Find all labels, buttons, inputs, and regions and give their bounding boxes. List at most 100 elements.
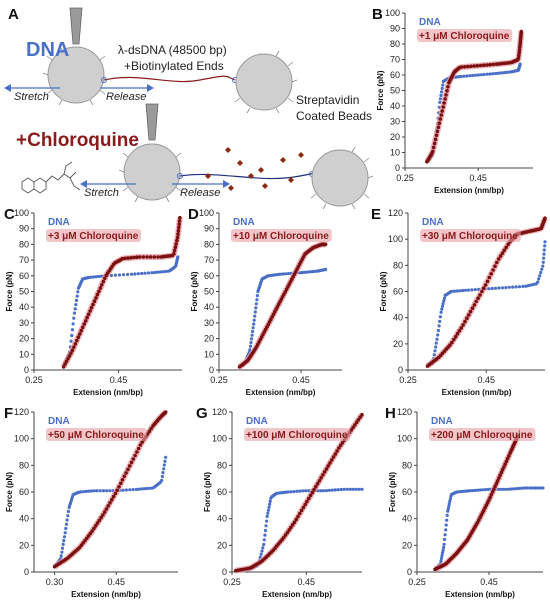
data-point bbox=[481, 286, 486, 291]
data-point bbox=[330, 458, 334, 462]
legend-highlight bbox=[244, 428, 351, 441]
data-point bbox=[517, 285, 522, 289]
data-point bbox=[448, 343, 452, 347]
data-point bbox=[484, 488, 488, 492]
data-point bbox=[455, 289, 459, 293]
data-point bbox=[140, 487, 144, 491]
data-point bbox=[126, 272, 130, 277]
series-chloroquine bbox=[433, 434, 521, 573]
data-point bbox=[66, 514, 70, 518]
y-tick-label: 0 bbox=[222, 567, 227, 577]
data-point bbox=[473, 288, 477, 292]
data-point bbox=[488, 72, 492, 76]
data-point bbox=[110, 497, 114, 502]
data-point bbox=[124, 488, 128, 492]
data-point bbox=[543, 244, 547, 248]
chloroquine-diamonds bbox=[205, 147, 304, 191]
data-point bbox=[248, 344, 253, 348]
y-tick-label: 20 bbox=[390, 132, 400, 142]
data-point bbox=[498, 473, 502, 478]
y-tick-label: 40 bbox=[19, 514, 29, 524]
data-point bbox=[254, 302, 258, 306]
data-point bbox=[314, 484, 318, 489]
data-point bbox=[73, 307, 77, 311]
data-point bbox=[488, 62, 492, 67]
data-point bbox=[61, 365, 66, 369]
data-point bbox=[494, 481, 499, 486]
legend-entry-dna: DNA bbox=[431, 416, 453, 427]
y-tick-label: 80 bbox=[19, 239, 29, 249]
data-point bbox=[106, 504, 110, 508]
y-tick-label: 60 bbox=[402, 487, 412, 497]
y-tick-label: 0 bbox=[24, 567, 29, 577]
series-chloroquine bbox=[52, 409, 169, 570]
data-point bbox=[541, 486, 545, 490]
data-point bbox=[98, 489, 102, 493]
y-tick-label: 60 bbox=[393, 287, 403, 297]
data-point bbox=[463, 319, 467, 324]
data-point bbox=[89, 275, 93, 279]
data-point bbox=[129, 460, 134, 465]
data-point bbox=[490, 286, 494, 291]
data-point bbox=[261, 546, 265, 550]
data-point bbox=[440, 304, 445, 308]
y-tick-label: 20 bbox=[402, 540, 412, 550]
data-point bbox=[126, 467, 130, 472]
data-point bbox=[523, 486, 527, 490]
data-point bbox=[264, 524, 268, 528]
data-point bbox=[472, 303, 477, 307]
panel-letter-c: C bbox=[4, 206, 15, 223]
data-point bbox=[442, 296, 447, 300]
data-point bbox=[459, 65, 464, 69]
data-point bbox=[465, 74, 469, 78]
data-point bbox=[255, 294, 259, 298]
data-point bbox=[156, 255, 160, 259]
data-point bbox=[468, 309, 473, 314]
legend-entry-dna: DNA bbox=[48, 217, 70, 228]
data-point bbox=[295, 489, 299, 493]
data-point bbox=[61, 542, 65, 547]
data-point bbox=[435, 129, 440, 134]
schematic-panel: A DNA λ-dsDNA (48500 bp) +Biotinylated E… bbox=[4, 6, 374, 210]
chart-panel-g: G 0 20 40 60 80 100 120 0.25 0.45 Extension (nm/bp… bbox=[196, 405, 365, 599]
data-point bbox=[251, 329, 255, 334]
data-point bbox=[95, 292, 100, 297]
data-point bbox=[542, 248, 546, 252]
data-point bbox=[141, 255, 146, 259]
x-tick-label: 0.45 bbox=[108, 577, 126, 587]
data-point bbox=[494, 71, 498, 76]
release-arrowhead-top bbox=[147, 84, 154, 92]
data-point bbox=[149, 426, 153, 431]
data-point bbox=[152, 255, 157, 259]
data-point bbox=[60, 546, 65, 550]
data-point bbox=[69, 339, 73, 343]
y-tick-label: 60 bbox=[390, 70, 400, 80]
data-point bbox=[160, 474, 164, 479]
data-point bbox=[536, 280, 540, 284]
y-tick-label: 100 bbox=[14, 434, 29, 444]
data-point bbox=[468, 489, 472, 493]
x-axis-title: Extension (nm/bp) bbox=[434, 186, 504, 195]
data-point bbox=[250, 333, 254, 337]
legend-entry-chloroquine: +50 μM Chloroquine bbox=[48, 430, 144, 441]
data-point bbox=[324, 467, 329, 471]
data-point bbox=[463, 288, 467, 292]
data-point bbox=[260, 549, 264, 553]
data-point bbox=[472, 64, 477, 68]
data-point bbox=[163, 459, 167, 463]
y-axis-title: Force (pN) bbox=[5, 472, 14, 512]
data-point bbox=[485, 63, 489, 67]
data-point bbox=[497, 487, 501, 491]
data-point bbox=[153, 270, 157, 275]
data-point bbox=[289, 525, 293, 530]
data-point bbox=[174, 242, 178, 246]
data-point bbox=[75, 294, 79, 298]
y-tick-label: 20 bbox=[19, 540, 29, 550]
data-point bbox=[480, 289, 484, 294]
data-point bbox=[315, 481, 320, 486]
y-tick-label: 0 bbox=[209, 365, 214, 375]
data-point bbox=[541, 264, 545, 268]
data-point bbox=[436, 328, 440, 333]
data-point bbox=[536, 486, 540, 490]
